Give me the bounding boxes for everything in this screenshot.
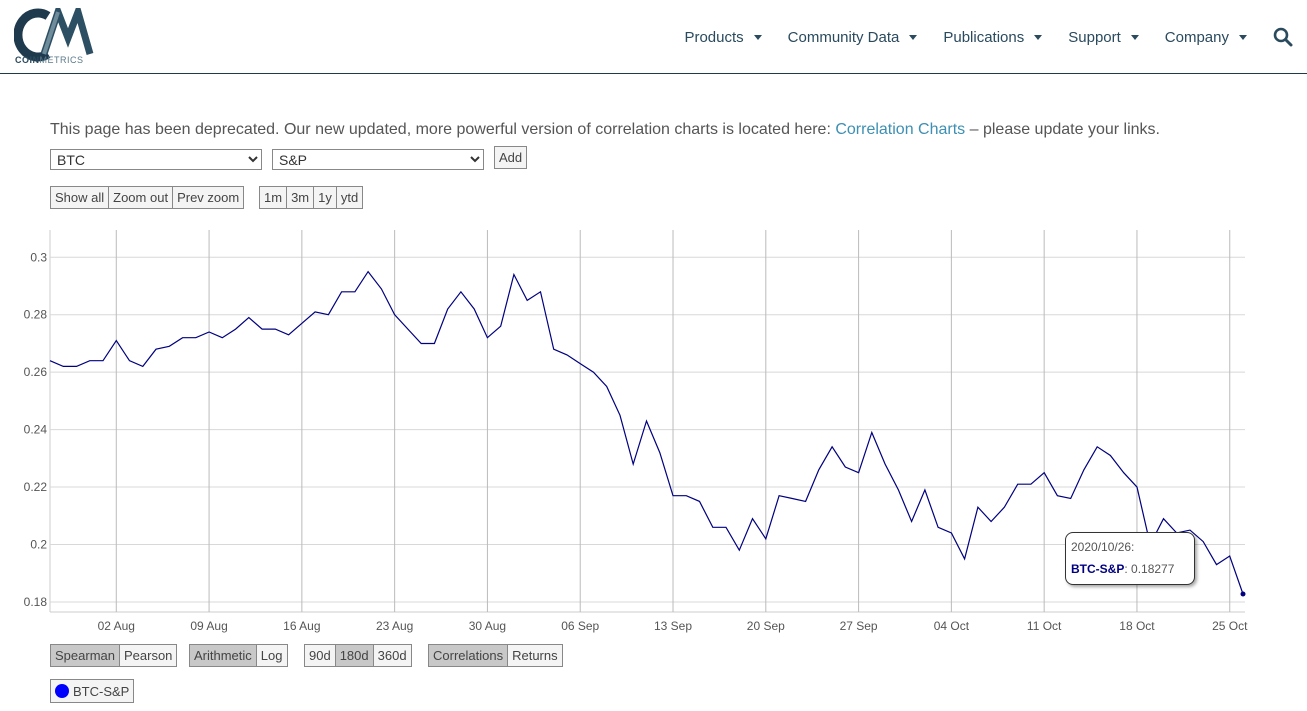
pearson-button[interactable]: Pearson (119, 645, 177, 666)
x-tick-label: 02 Aug (98, 619, 135, 633)
window-360d-button[interactable]: 360d (373, 645, 411, 666)
x-tick-label: 27 Sep (840, 619, 878, 633)
nav-products[interactable]: Products (684, 29, 762, 46)
x-tick-label: 23 Aug (376, 619, 413, 633)
nav-support[interactable]: Support (1068, 29, 1139, 46)
x-tick-label: 20 Sep (747, 619, 785, 633)
asset1-select[interactable]: BTC (50, 149, 262, 170)
method-button-group: Spearman Pearson (50, 644, 178, 667)
prev-zoom-button[interactable]: Prev zoom (173, 187, 244, 208)
arithmetic-button[interactable]: Arithmetic (190, 645, 257, 666)
y-tick-label: 0.3 (30, 250, 47, 264)
correlations-button[interactable]: Correlations (429, 645, 509, 666)
nav-community-data[interactable]: Community Data (788, 29, 918, 46)
legend-dot-icon (55, 684, 69, 698)
asset2-select[interactable]: S&P (272, 149, 484, 170)
deprecation-notice: This page has been deprecated. Our new u… (50, 121, 1160, 138)
zoom-button-group: Show all Zoom out Prev zoom (50, 186, 245, 209)
x-tick-label: 18 Oct (1119, 619, 1155, 633)
logo-wordmark: COINMETRICS (15, 55, 84, 65)
chevron-down-icon (909, 34, 918, 40)
chevron-down-icon (1239, 34, 1247, 40)
nav-publications[interactable]: Publications (943, 29, 1043, 46)
x-tick-label: 11 Oct (1027, 619, 1062, 633)
spearman-button[interactable]: Spearman (51, 645, 120, 666)
y-tick-label: 0.18 (24, 595, 48, 609)
hover-point (1240, 591, 1246, 597)
legend-label: BTC-S&P (73, 683, 130, 699)
y-tick-label: 0.28 (24, 308, 48, 322)
log-button[interactable]: Log (256, 645, 287, 666)
mode-button-group: Correlations Returns (428, 644, 563, 667)
y-tick-label: 0.22 (24, 480, 48, 494)
scale-button-group: Arithmetic Log (189, 644, 288, 667)
returns-button[interactable]: Returns (508, 645, 562, 666)
window-button-group: 90d 180d 360d (304, 644, 412, 667)
chevron-down-icon (1034, 34, 1043, 40)
chart-tooltip: 2020/10/26: BTC-S&P: 0.18277 (1065, 532, 1195, 585)
tooltip-date: 2020/10/26: (1071, 540, 1135, 554)
x-tick-label: 09 Aug (190, 619, 227, 633)
x-tick-label: 04 Oct (934, 619, 970, 633)
nav-company[interactable]: Company (1165, 29, 1247, 46)
window-180d-button[interactable]: 180d (335, 645, 374, 666)
logo-c-shape (14, 8, 51, 62)
correlation-chart: 0.3 0.28 0.26 0.24 0.22 0.2 0.18 02 Aug 09 Aug 16… (24, 230, 1248, 633)
show-all-button[interactable]: Show all (51, 187, 110, 208)
coinmetrics-logo[interactable] (14, 8, 104, 68)
zoom-out-button[interactable]: Zoom out (109, 187, 174, 208)
add-button[interactable]: Add (494, 146, 528, 169)
y-tick-label: 0.26 (24, 365, 48, 379)
range-1m-button[interactable]: 1m (260, 187, 288, 208)
range-ytd-button[interactable]: ytd (336, 187, 363, 208)
range-button-group: 1m 3m 1y ytd (259, 186, 364, 209)
chevron-down-icon (1130, 34, 1139, 40)
x-tick-label: 16 Aug (283, 619, 320, 633)
logo-slash (42, 11, 60, 55)
y-tick-label: 0.24 (24, 423, 48, 437)
site-header: COINMETRICS Products Community Data Publ… (0, 0, 1307, 74)
correlation-charts-link[interactable]: Correlation Charts (835, 121, 966, 138)
series-legend[interactable]: BTC-S&P (50, 679, 135, 703)
x-tick-label: 13 Sep (654, 619, 692, 633)
tooltip-value: BTC-S&P: 0.18277 (1071, 562, 1175, 576)
range-1y-button[interactable]: 1y (314, 187, 337, 208)
x-tick-label: 25 Oct (1212, 619, 1248, 633)
window-90d-button[interactable]: 90d (305, 645, 336, 666)
chevron-down-icon (753, 34, 762, 40)
x-tick-label: 06 Sep (561, 619, 599, 633)
search-icon[interactable] (1273, 27, 1293, 47)
main-nav: Products Community Data Publications Sup… (684, 26, 1307, 48)
range-3m-button[interactable]: 3m (287, 187, 315, 208)
y-tick-label: 0.2 (30, 538, 47, 552)
x-tick-label: 30 Aug (469, 619, 506, 633)
